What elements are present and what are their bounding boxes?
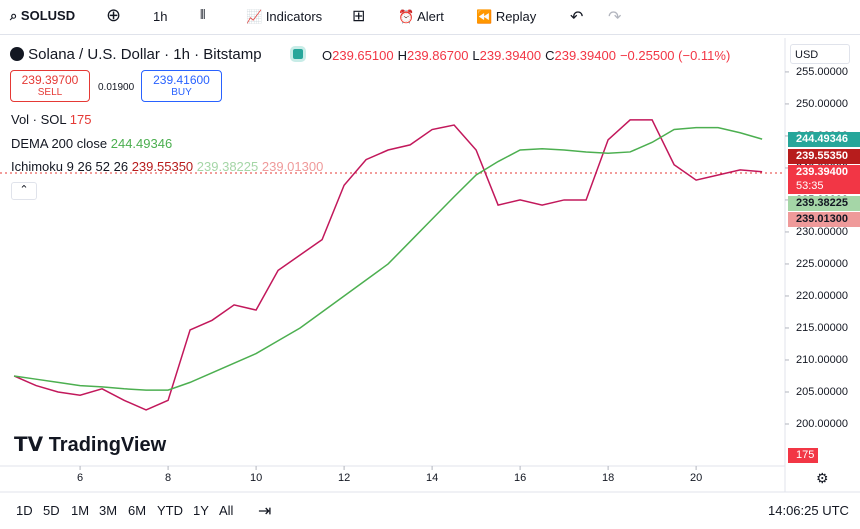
sell-label: SELL <box>37 87 63 98</box>
currency: USD <box>795 49 819 61</box>
ichimoku-value: 239.55350 <box>131 159 194 174</box>
y-tick-label: 255.00000 <box>796 66 848 78</box>
series-line <box>13 119 763 411</box>
x-tick-label: 10 <box>250 472 262 484</box>
price-badge: 244.49346 <box>788 132 860 147</box>
x-tick-label: 8 <box>165 472 171 484</box>
timeframe-button[interactable]: 6M <box>128 503 147 518</box>
buy-button[interactable]: 239.41600 BUY <box>141 70 222 102</box>
x-tick-label: 6 <box>77 472 83 484</box>
exchange: · 1h · Bitstamp <box>164 46 262 63</box>
countdown: 53:35 <box>788 179 860 194</box>
price-badge: 239.01300 <box>788 212 860 227</box>
symbol[interactable]: SOLUSD <box>20 8 76 23</box>
x-tick-label: 12 <box>338 472 350 484</box>
ohlc-value: 239.39400 <box>554 48 616 63</box>
top-toolbar: ⌕ SOLUSD ⊕ 1h ⫴ 📈 Indicators ⊞ ⏰ Alert ⏪… <box>0 0 860 35</box>
y-tick-label: 220.00000 <box>796 290 848 302</box>
dema-label: DEMA 200 close <box>11 136 108 151</box>
logo[interactable]: 𝗧𝗩 TradingView <box>14 434 167 456</box>
ichimoku-value: 239.01300 <box>261 159 324 174</box>
redo[interactable]: ↷ <box>608 9 622 26</box>
currency-select[interactable]: USD <box>790 44 850 64</box>
ohlc-key: H <box>397 48 407 63</box>
undo[interactable]: ↶ <box>570 9 584 26</box>
replay-button[interactable]: ⏪ Replay <box>476 9 537 24</box>
volume-value: 175 <box>69 112 92 127</box>
x-tick-label: 18 <box>602 472 614 484</box>
y-tick-label: 205.00000 <box>796 386 848 398</box>
ohlc-value: 239.65100 <box>332 48 394 63</box>
buy-label: BUY <box>171 87 192 98</box>
ohlc-key: C <box>545 48 555 63</box>
date-range[interactable]: ⇥ <box>258 503 272 520</box>
timeframe-button[interactable]: 1M <box>71 503 90 518</box>
x-tick-label: 20 <box>690 472 702 484</box>
indicators-label: Indicators <box>265 9 323 24</box>
symbol-name: Solana / U.S. Dollar <box>28 46 160 63</box>
clock: 14:06:25 UTC <box>768 503 849 518</box>
dema-legend: DEMA 200 close 244.49346 <box>11 136 172 151</box>
timeframe-button[interactable]: 5D <box>43 503 60 518</box>
collapse-legend[interactable]: ⌃ <box>11 182 37 200</box>
ichimoku-legend: Ichimoku 9 26 52 26 239.55350 239.38225 … <box>11 159 323 174</box>
symbol-icon <box>10 47 24 61</box>
y-tick-label: 230.00000 <box>796 226 848 238</box>
timeframe-button[interactable]: 3M <box>99 503 118 518</box>
timeframe-button[interactable]: All <box>219 503 234 518</box>
symbol-search[interactable]: ⌕ SOLUSD <box>10 8 76 23</box>
sell-button[interactable]: 239.39700 SELL <box>10 70 90 102</box>
ichimoku-label: Ichimoku 9 26 52 26 <box>11 159 129 174</box>
layouts[interactable]: ⊞ <box>352 8 366 25</box>
price-badge: 239.39400 <box>788 165 860 180</box>
ohlc-value: 239.39400 <box>479 48 542 63</box>
spread: 0.01900 <box>98 82 135 93</box>
x-tick-label: 14 <box>426 472 438 484</box>
alert-label: Alert <box>417 9 444 24</box>
timeframe-button[interactable]: 1Y <box>193 503 209 518</box>
indicators-button[interactable]: 📈 Indicators <box>246 9 323 24</box>
x-tick-label: 16 <box>514 472 526 484</box>
legend-title: Solana / U.S. Dollar · 1h · Bitstamp <box>10 46 262 63</box>
interval[interactable]: 1h <box>153 9 168 24</box>
timeframe-button[interactable]: 1D <box>16 503 33 518</box>
dema-value: 244.49346 <box>110 136 173 151</box>
market-status <box>290 46 306 62</box>
chart-type[interactable]: ⫴ <box>200 7 206 22</box>
y-tick-label: 225.00000 <box>796 258 848 270</box>
replay-label: Replay <box>495 9 537 24</box>
y-tick-label: 210.00000 <box>796 354 848 366</box>
y-tick-label: 215.00000 <box>796 322 848 334</box>
ichimoku-value: 239.38225 <box>196 159 259 174</box>
timeframe-button[interactable]: YTD <box>157 503 183 518</box>
change: −0.25500 (−0.11%) <box>619 48 731 63</box>
compare-button[interactable]: ⊕ <box>106 5 122 25</box>
series-line <box>13 126 763 391</box>
y-tick-label: 200.00000 <box>796 418 848 430</box>
price-badge: 239.38225 <box>788 196 860 211</box>
logo-text: TradingView <box>48 434 167 456</box>
buy-price: 239.41600 <box>153 73 210 87</box>
ohlc-value: 239.86700 <box>406 48 469 63</box>
price-badge: 239.55350 <box>788 149 860 164</box>
ohlc-key: L <box>472 48 480 63</box>
volume-badge: 175 <box>788 448 818 463</box>
settings[interactable]: ⚙ <box>816 470 829 486</box>
ohlc: O239.65100 H239.86700 L239.39400 C239.39400… <box>322 48 730 63</box>
ohlc-key: O <box>322 48 333 63</box>
sell-price: 239.39700 <box>21 73 79 87</box>
volume-label: Vol · SOL <box>11 112 67 127</box>
y-tick-label: 250.00000 <box>796 98 848 110</box>
alert-button[interactable]: ⏰ Alert <box>398 9 444 24</box>
volume-legend: Vol · SOL 175 <box>11 112 91 127</box>
